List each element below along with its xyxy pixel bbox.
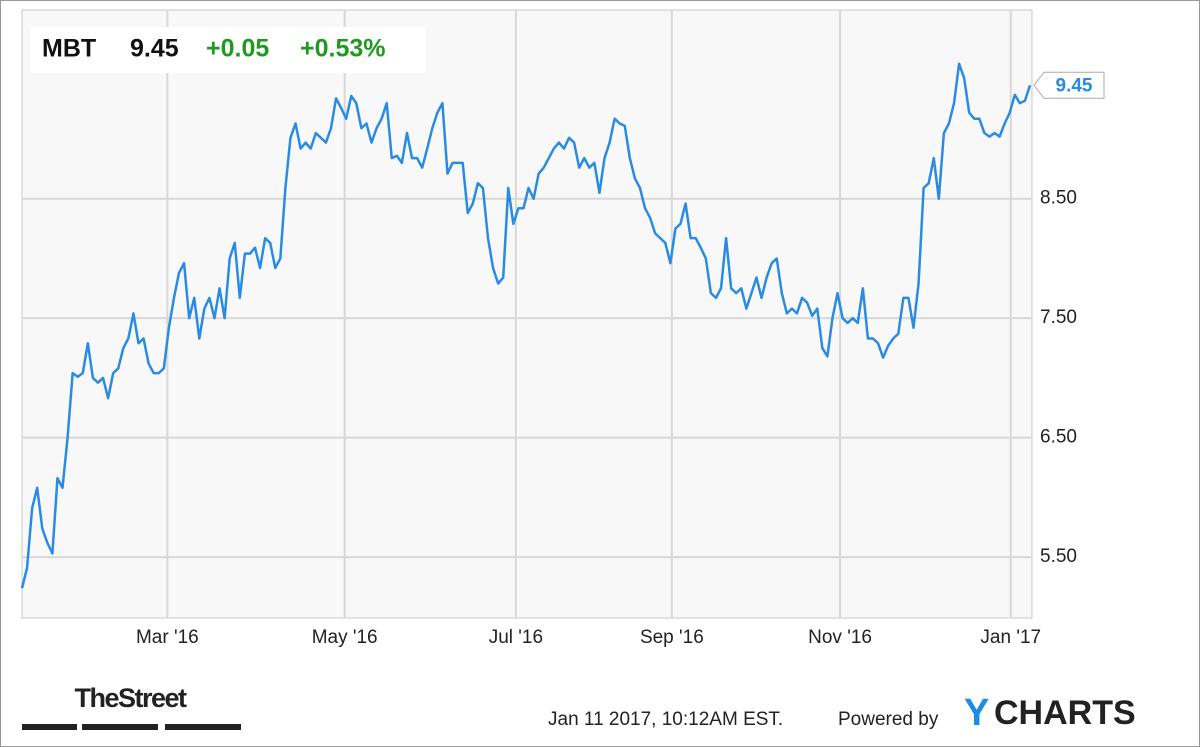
x-tick-label: Jan '17 [980,627,1041,648]
price-line [20,62,1032,589]
x-tick-label: May '16 [312,627,378,648]
last-value-label: 9.45 [1056,75,1093,96]
y-tick-label: 5.50 [1040,546,1077,567]
y-tick-label: 6.50 [1040,427,1077,448]
timestamp: Jan 11 2017, 10:12AM EST. [548,709,783,730]
publisher: TheStreet [74,683,187,713]
price: 9.45 [130,35,179,63]
powered-by: Powered by [838,709,939,730]
x-tick-label: Nov '16 [808,627,872,648]
brand-y: Y [964,692,989,734]
last-value-callout [1033,71,1105,99]
x-tick-label: Mar '16 [136,627,199,648]
change-percent: +0.53% [300,35,386,63]
change: +0.05 [206,35,269,63]
x-tick-label: Sep '16 [640,627,704,648]
y-tick-label: 7.50 [1040,307,1077,328]
publisher-bar [22,724,77,730]
y-tick-label: 8.50 [1040,188,1077,209]
publisher-bar [165,724,241,730]
x-tick-label: Jul '16 [489,627,543,648]
plot-area [21,9,1033,619]
header-box [30,27,426,73]
ticker: MBT [42,35,96,63]
brand-rest: CHARTS [994,694,1136,732]
publisher-bar [82,724,158,730]
